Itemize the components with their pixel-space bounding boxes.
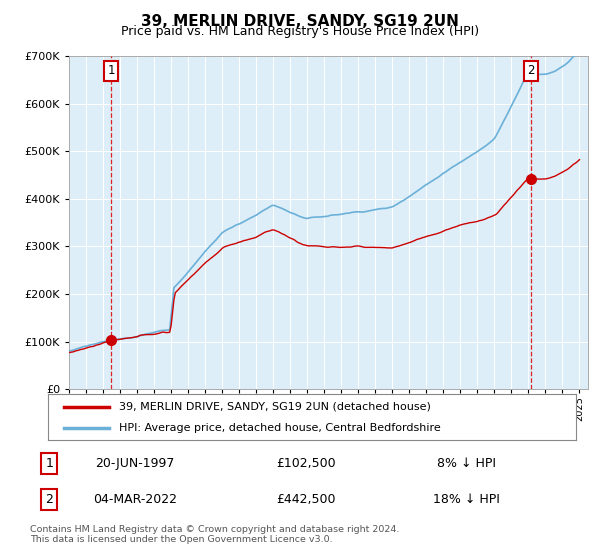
Text: 1: 1 <box>107 64 115 77</box>
Text: £442,500: £442,500 <box>276 493 336 506</box>
Text: 18% ↓ HPI: 18% ↓ HPI <box>433 493 500 506</box>
Text: 04-MAR-2022: 04-MAR-2022 <box>93 493 177 506</box>
Text: Contains HM Land Registry data © Crown copyright and database right 2024.: Contains HM Land Registry data © Crown c… <box>30 525 400 534</box>
Text: 39, MERLIN DRIVE, SANDY, SG19 2UN: 39, MERLIN DRIVE, SANDY, SG19 2UN <box>141 14 459 29</box>
Text: 2: 2 <box>527 64 535 77</box>
Text: £102,500: £102,500 <box>276 457 336 470</box>
Text: 2: 2 <box>46 493 53 506</box>
Text: Price paid vs. HM Land Registry's House Price Index (HPI): Price paid vs. HM Land Registry's House … <box>121 25 479 38</box>
Text: This data is licensed under the Open Government Licence v3.0.: This data is licensed under the Open Gov… <box>30 535 332 544</box>
Text: 39, MERLIN DRIVE, SANDY, SG19 2UN (detached house): 39, MERLIN DRIVE, SANDY, SG19 2UN (detac… <box>119 402 431 412</box>
Text: 20-JUN-1997: 20-JUN-1997 <box>95 457 175 470</box>
Text: HPI: Average price, detached house, Central Bedfordshire: HPI: Average price, detached house, Cent… <box>119 423 441 433</box>
Text: 1: 1 <box>46 457 53 470</box>
Text: 8% ↓ HPI: 8% ↓ HPI <box>437 457 496 470</box>
